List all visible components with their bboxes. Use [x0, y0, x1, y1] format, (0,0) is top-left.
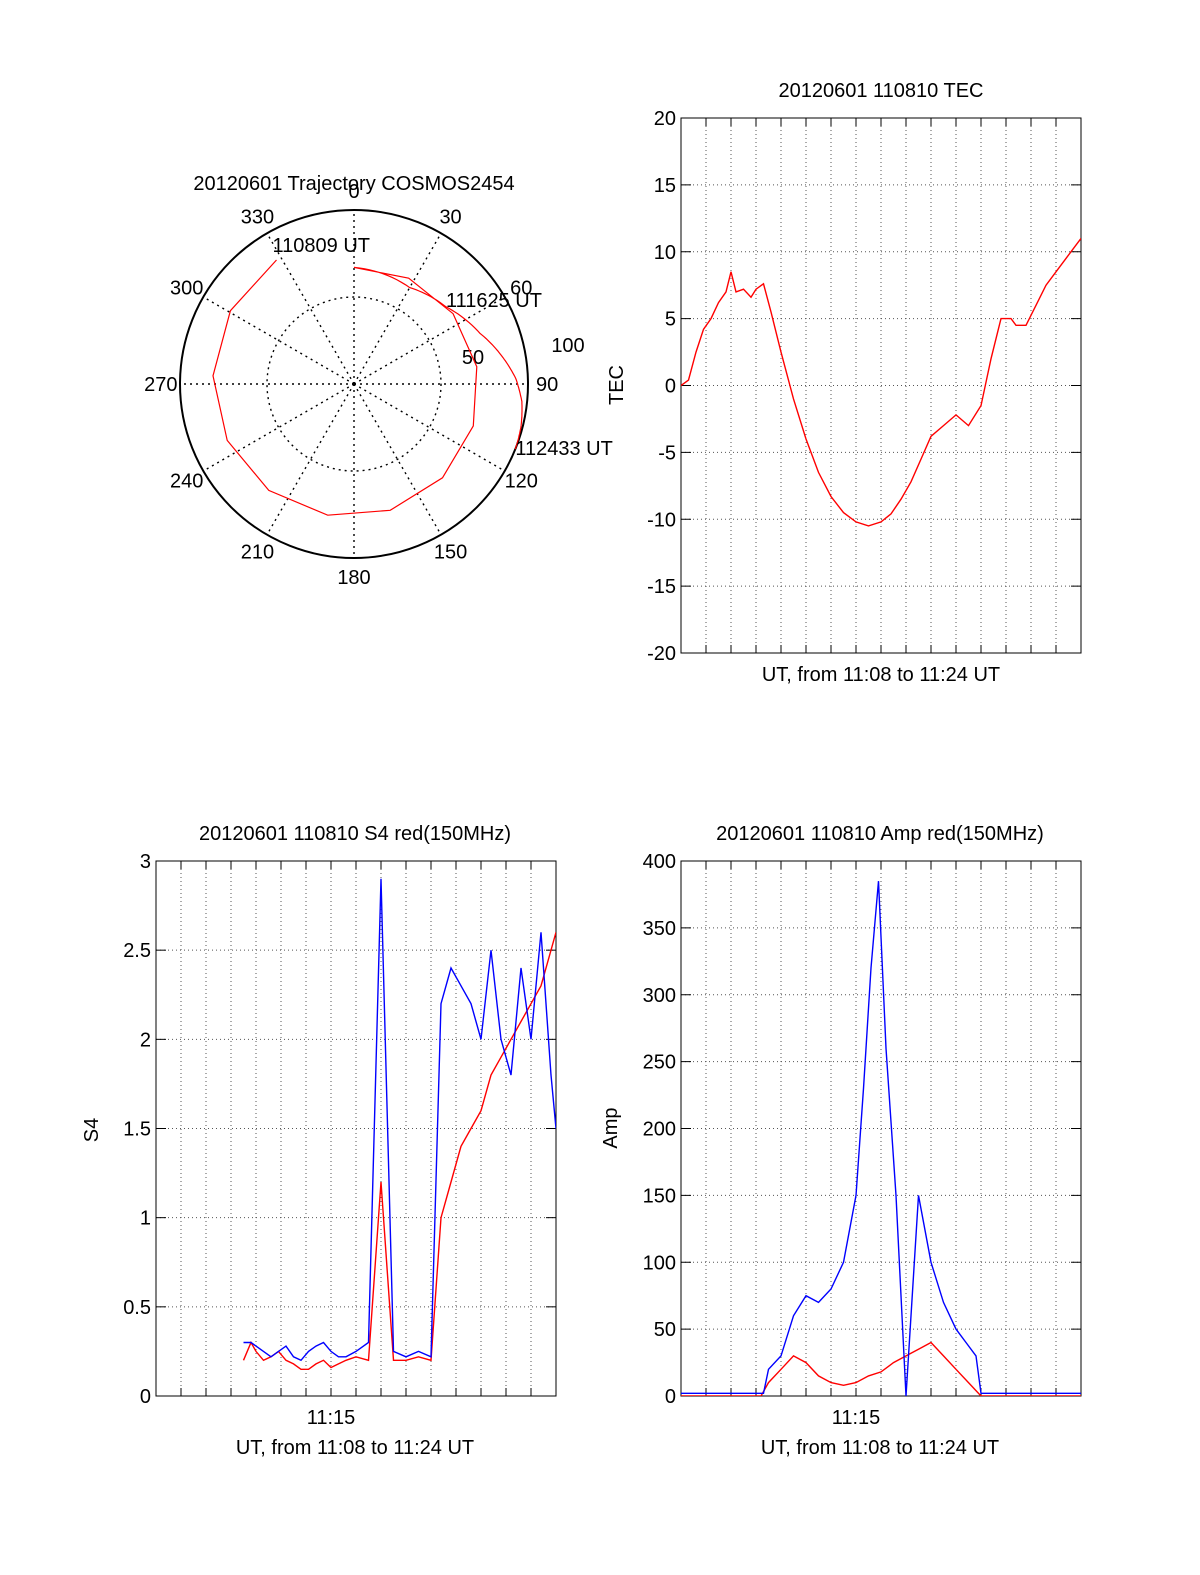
tec-title: 20120601 110810 TEC — [779, 80, 984, 102]
amp-title: 20120601 110810 Amp red(150MHz) — [716, 823, 1044, 845]
polar-angle-label: 270 — [144, 374, 177, 396]
amp-panel: 20120601 110810 Amp red(150MHz) 0 50 100 15… — [600, 823, 1082, 1459]
series-line — [243, 878, 556, 1362]
tec-y-axis-label: TEC — [606, 365, 628, 405]
y-tick-label: 2.5 — [123, 940, 151, 962]
polar-grid — [180, 210, 528, 558]
polar-spoke — [202, 383, 355, 472]
s4-y-tick-labels: 0 0.5 1 1.5 2 2.5 3 — [123, 851, 151, 1408]
y-tick-label: -10 — [647, 509, 676, 531]
polar-time-annotation: 112433 UT — [515, 438, 612, 460]
tec-series — [681, 237, 1081, 527]
y-tick-label: 200 — [643, 1119, 676, 1141]
polar-spoke — [353, 383, 442, 536]
series-line — [681, 881, 1081, 1396]
polar-angle-label: 240 — [170, 471, 203, 493]
s4-panel: 20120601 110810 S4 red(150MHz) 0 0.5 1 1.5 2… — [81, 823, 557, 1459]
series-line — [681, 237, 1081, 527]
y-tick-label: 5 — [665, 309, 676, 331]
amp-x-axis-label: UT, from 11:08 to 11:24 UT — [761, 1437, 999, 1459]
amp-plot-frame — [680, 860, 1082, 1397]
s4-y-axis-label: S4 — [81, 1118, 103, 1142]
polar-spoke — [202, 296, 355, 385]
y-tick-label: 0.5 — [123, 1297, 151, 1319]
polar-spoke — [266, 232, 355, 385]
polar-angle-label: 330 — [241, 207, 274, 229]
y-tick-label: 250 — [643, 1052, 676, 1074]
polar-trajectory-line — [212, 259, 523, 516]
tec-panel: 20120601 110810 TEC -20-15-10-505101520 … — [606, 80, 1082, 686]
polar-angle-label: 90 — [536, 374, 558, 396]
y-tick-label: 2 — [140, 1029, 151, 1051]
polar-angle-label: 0 — [348, 181, 359, 203]
polar-time-annotation: 110809 UT — [273, 235, 370, 257]
amp-x-tick-labels: 11:15 — [832, 1407, 881, 1429]
amp-y-tick-labels: 0 50 100 150 200 250 300 350 400 — [643, 851, 676, 1408]
polar-angle-labels: 0 30 60 90 120 150 180 210 240 270 300 330 — [144, 181, 558, 589]
y-tick-label: 1 — [140, 1208, 151, 1230]
y-tick-label: -20 — [647, 643, 676, 665]
polar-radial-label: 100 — [551, 335, 584, 357]
s4-x-tick-labels: 11:15 — [307, 1407, 356, 1429]
polar-angle-label: 60 — [510, 277, 532, 299]
polar-outer-circle — [179, 209, 529, 559]
y-tick-label: -15 — [647, 576, 676, 598]
polar-annotations: 110809 UT 111625 UT 112433 UT — [273, 235, 613, 460]
s4-x-axis-label: UT, from 11:08 to 11:24 UT — [236, 1437, 474, 1459]
polar-spoke — [353, 383, 506, 472]
polar-angle-label: 120 — [505, 471, 538, 493]
polar-angle-label: 30 — [439, 207, 461, 229]
tec-grid — [681, 117, 1081, 654]
polar-spoke — [266, 383, 355, 536]
series-line — [681, 1341, 1081, 1396]
x-tick-label: 11:15 — [307, 1407, 356, 1429]
y-tick-label: 20 — [654, 108, 676, 130]
tec-y-tick-labels: -20 -15 -10 -5 0 5 10 15 20 — [647, 108, 676, 665]
y-tick-label: -5 — [658, 442, 676, 464]
y-tick-label: 100 — [643, 1252, 676, 1274]
polar-angle-label: 180 — [337, 567, 370, 589]
polar-trajectory-panel: 20120601 Trajectory COSMOS2454 0 30 60 90 12… — [144, 173, 613, 589]
y-tick-label: 0 — [665, 1386, 676, 1408]
polar-spoke — [353, 232, 442, 385]
y-tick-label: 0 — [140, 1386, 151, 1408]
s4-title: 20120601 110810 S4 red(150MHz) — [199, 823, 511, 845]
polar-spoke — [353, 296, 506, 385]
x-tick-label: 11:15 — [832, 1407, 881, 1429]
y-tick-label: 150 — [643, 1185, 676, 1207]
y-tick-label: 350 — [643, 918, 676, 940]
amp-series — [681, 881, 1081, 1396]
y-tick-label: 0 — [665, 376, 676, 398]
polar-angle-label: 210 — [241, 541, 274, 563]
y-tick-label: 1.5 — [123, 1119, 151, 1141]
polar-angle-label: 300 — [170, 277, 203, 299]
polar-ring-50 — [266, 296, 442, 472]
polar-time-annotation: 111625 UT — [446, 290, 542, 312]
y-tick-label: 10 — [654, 242, 676, 264]
y-tick-label: 400 — [643, 851, 676, 873]
polar-angle-label: 150 — [434, 541, 467, 563]
y-tick-label: 15 — [654, 175, 676, 197]
tec-x-axis-label: UT, from 11:08 to 11:24 UT — [762, 664, 1000, 686]
y-tick-label: 3 — [140, 851, 151, 873]
y-tick-label: 50 — [654, 1319, 676, 1341]
amp-y-axis-label: Amp — [600, 1107, 622, 1148]
polar-title: 20120601 Trajectory COSMOS2454 — [193, 173, 514, 195]
polar-trajectory-series — [212, 259, 523, 516]
y-tick-label: 300 — [643, 985, 676, 1007]
s4-series — [242, 878, 556, 1370]
